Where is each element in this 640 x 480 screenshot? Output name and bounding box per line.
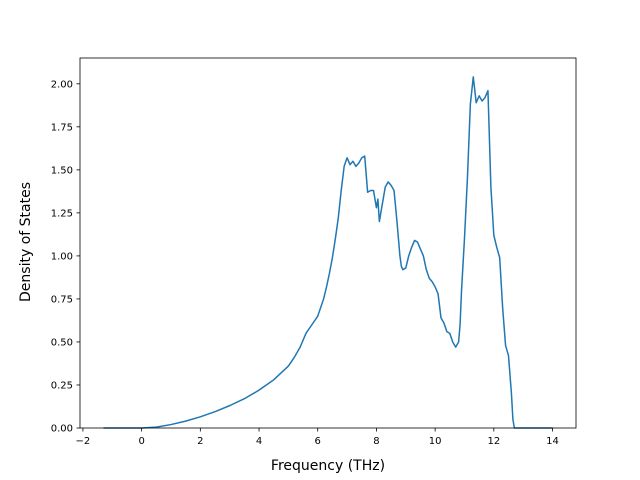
x-tick-label: −2 bbox=[76, 436, 91, 447]
y-tick-label: 0.50 bbox=[51, 337, 73, 348]
y-tick-label: 0.25 bbox=[51, 380, 73, 391]
y-tick-label: 1.75 bbox=[51, 122, 73, 133]
x-tick-label: 14 bbox=[546, 436, 559, 447]
x-tick-label: 6 bbox=[315, 436, 321, 447]
x-tick-label: 12 bbox=[487, 436, 500, 447]
x-tick-label: 0 bbox=[138, 436, 144, 447]
y-tick-label: 2.00 bbox=[51, 79, 73, 90]
y-tick-label: 0.75 bbox=[51, 294, 73, 305]
x-axis-label: Frequency (THz) bbox=[271, 458, 385, 474]
x-tick-label: 8 bbox=[373, 436, 379, 447]
y-tick-label: 1.25 bbox=[51, 208, 73, 219]
y-axis-label: Density of States bbox=[18, 182, 34, 302]
x-tick-label: 10 bbox=[429, 436, 442, 447]
y-tick-label: 1.00 bbox=[51, 251, 73, 262]
x-tick-label: 2 bbox=[197, 436, 203, 447]
axes-frame bbox=[79, 57, 577, 429]
y-tick-label: 0.00 bbox=[51, 424, 73, 435]
dos-series-line-0 bbox=[103, 76, 553, 429]
y-tick-label: 1.50 bbox=[51, 165, 73, 176]
x-tick-label: 4 bbox=[256, 436, 262, 447]
plot-area: −2 0 2 4 6 8 10 12 14 0.00 0.25 0.50 0.75 1.00 1.25 1.5… bbox=[51, 57, 577, 447]
